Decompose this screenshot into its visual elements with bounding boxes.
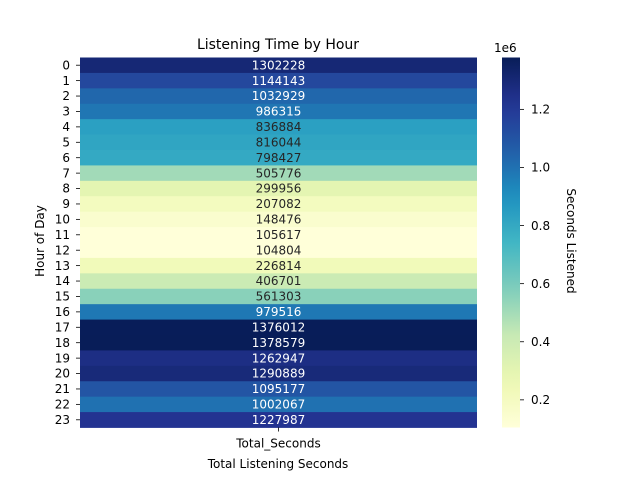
- heatmap-cell: [80, 242, 477, 259]
- colorbar-label: Seconds Listened: [564, 188, 578, 293]
- heatmap-cell: [80, 57, 477, 74]
- cell-value-label: 986315: [256, 105, 302, 119]
- y-tick-label: 14: [55, 274, 70, 288]
- cell-value-label: 1378579: [252, 336, 305, 350]
- heatmap-cell: [80, 381, 477, 398]
- heatmap-cell: [80, 180, 477, 197]
- heatmap-cell: [80, 72, 477, 89]
- y-tick-label: 2: [62, 89, 70, 103]
- cell-value-label: 299956: [256, 182, 302, 196]
- heatmap-cell: [80, 119, 477, 135]
- y-tick-label: 23: [55, 413, 70, 427]
- cell-value-label: 979516: [256, 305, 302, 319]
- heatmap-cell: [80, 134, 477, 151]
- cell-value-label: 1032929: [252, 89, 305, 103]
- cell-value-label: 505776: [256, 166, 302, 180]
- cell-value-label: 1376012: [252, 320, 305, 334]
- y-tick-label: 21: [55, 382, 70, 396]
- cell-value-label: 207082: [256, 197, 302, 211]
- heatmap-cell: [80, 150, 477, 166]
- colorbar-tick-label: 1.2: [531, 103, 550, 117]
- heatmap-cell: [80, 88, 477, 105]
- cell-value-label: 1144143: [252, 74, 305, 88]
- cell-value-label: 798427: [256, 151, 302, 165]
- y-tick-label: 1: [62, 74, 70, 88]
- y-tick-label: 20: [55, 367, 70, 381]
- cell-value-label: 1290889: [252, 367, 305, 381]
- heatmap-cell: [80, 288, 477, 305]
- y-tick-label: 0: [62, 58, 70, 72]
- y-tick-label: 5: [62, 135, 70, 149]
- y-tick-label: 7: [62, 166, 70, 180]
- cell-value-label: 104804: [256, 243, 302, 257]
- heatmap-cells: [80, 57, 477, 428]
- x-axis: Total_Seconds: [235, 427, 321, 451]
- colorbar-gradient: [502, 57, 520, 428]
- heatmap-cell: [80, 396, 477, 413]
- y-tick-label: 8: [62, 182, 70, 196]
- cell-value-label: 226814: [256, 259, 302, 273]
- heatmap-cell: [80, 211, 477, 228]
- colorbar-offset-label: 1e6: [494, 41, 517, 55]
- cell-value-label: 561303: [256, 290, 302, 304]
- y-tick-label: 17: [55, 320, 70, 334]
- y-tick-label: 19: [55, 351, 70, 365]
- y-tick-label: 4: [62, 120, 70, 134]
- y-tick-label: 9: [62, 197, 70, 211]
- colorbar: 0.2 0.4 0.6 0.8 1.0 1.2: [502, 57, 550, 428]
- heatmap-cell: [80, 257, 477, 274]
- cell-value-label: 148476: [256, 213, 302, 227]
- heatmap-cell: [80, 196, 477, 213]
- cell-value-label: 1302228: [252, 58, 305, 72]
- chart-title: Listening Time by Hour: [197, 37, 359, 53]
- y-tick-label: 15: [55, 290, 70, 304]
- heatmap-cell: [80, 304, 477, 320]
- colorbar-tick-label: 0.2: [531, 393, 550, 407]
- colorbar-tick-label: 0.8: [531, 219, 550, 233]
- cell-value-label: 1227987: [252, 413, 305, 427]
- y-tick-label: 11: [55, 228, 70, 242]
- heatmap-cell: [80, 227, 477, 243]
- y-tick-label: 6: [62, 151, 70, 165]
- y-tick-label: 16: [55, 305, 70, 319]
- colorbar-tick-label: 0.6: [531, 277, 550, 291]
- heatmap-cell: [80, 273, 477, 290]
- y-tick-label: 10: [55, 213, 70, 227]
- cell-value-label: 836884: [256, 120, 302, 134]
- y-tick-label: 13: [55, 259, 70, 273]
- y-axis-label: Hour of Day: [33, 205, 47, 277]
- cell-value-label: 1095177: [252, 382, 305, 396]
- y-tick-label: 18: [55, 336, 70, 350]
- cell-value-label: 816044: [256, 135, 302, 149]
- heatmap-cell: [80, 335, 477, 351]
- y-tick-label: 3: [62, 105, 70, 119]
- colorbar-tick-label: 0.4: [531, 335, 550, 349]
- heatmap-cell: [80, 103, 477, 120]
- x-axis-label: Total Listening Seconds: [207, 457, 349, 471]
- heatmap-cell: [80, 365, 477, 382]
- heatmap-cell: [80, 319, 477, 336]
- heatmap-cell: [80, 350, 477, 367]
- y-tick-label: 12: [55, 243, 70, 257]
- cell-value-label: 105617: [256, 228, 302, 242]
- y-tick-label: 22: [55, 398, 70, 412]
- cell-value-label: 1002067: [252, 398, 305, 412]
- heatmap-cell: [80, 412, 477, 428]
- x-tick-label: Total_Seconds: [235, 437, 320, 451]
- cell-value-label: 1262947: [252, 351, 305, 365]
- heatmap-cell: [80, 165, 477, 182]
- colorbar-tick-label: 1.0: [531, 161, 550, 175]
- cell-value-label: 406701: [256, 274, 302, 288]
